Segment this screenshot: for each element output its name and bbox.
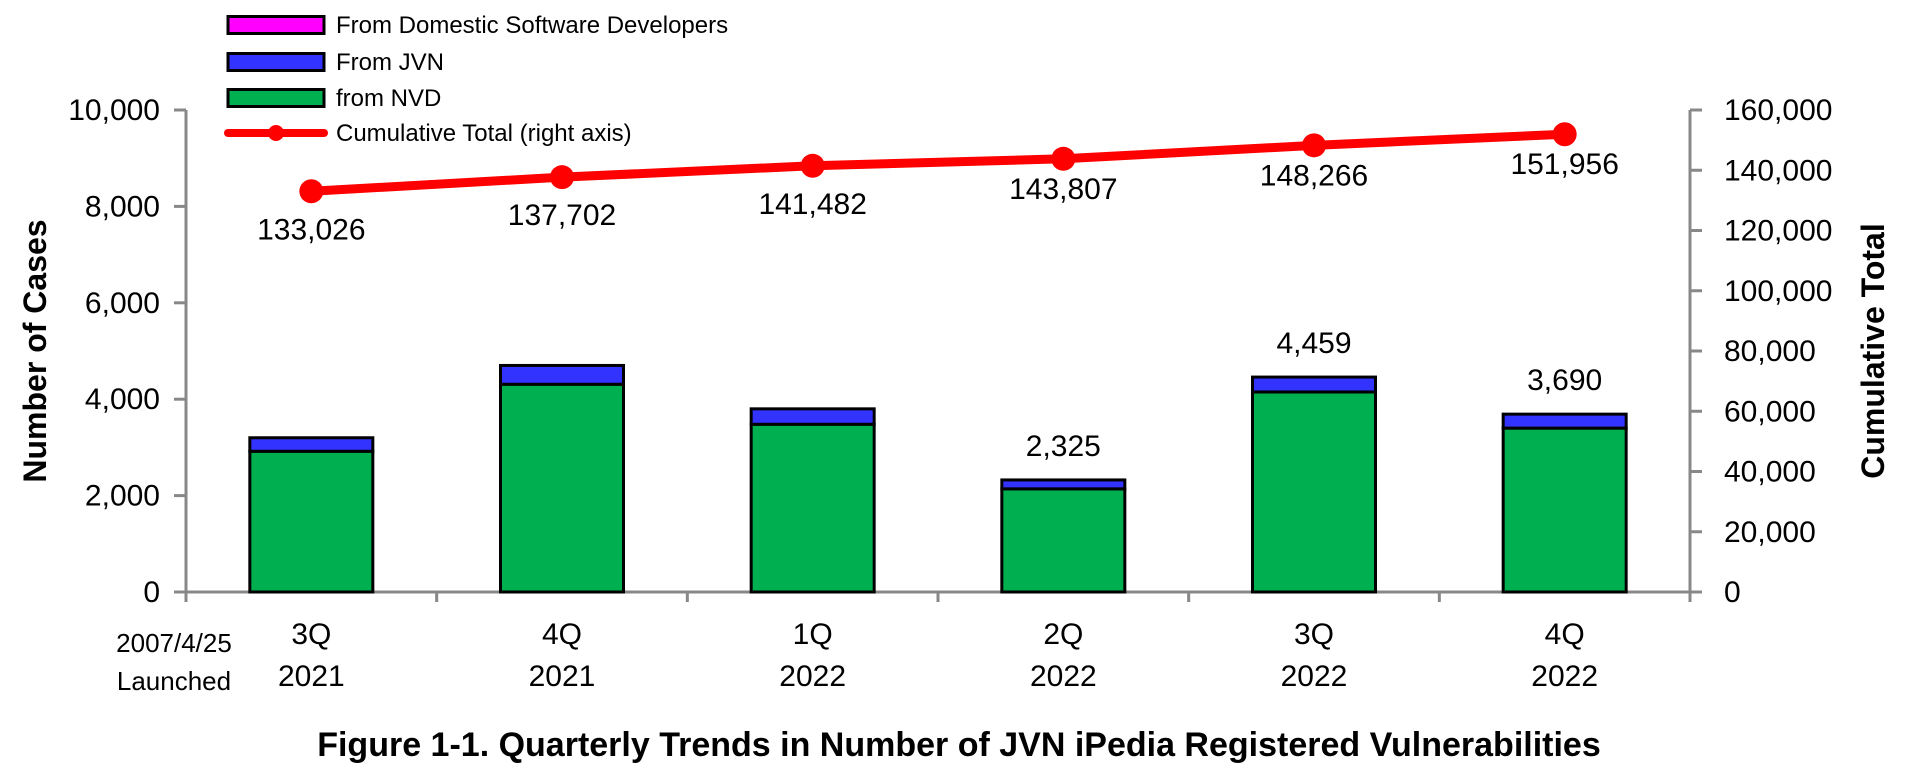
y2-tick-label: 80,000	[1724, 335, 1816, 368]
bar-segment	[1000, 487, 1127, 594]
bar-total-label: 2,325	[1026, 430, 1101, 463]
x-tick-label: 2Q	[1043, 618, 1083, 651]
x-prefix-label: 2007/4/25	[116, 628, 232, 658]
bar-segment	[749, 422, 876, 594]
cumulative-label: 148,266	[1260, 159, 1368, 192]
x-tick-label: 3Q	[1294, 618, 1334, 651]
y2-axis-title: Cumulative Total	[1855, 223, 1891, 478]
x-tick-label: 2021	[278, 660, 345, 693]
y2-tick-label: 100,000	[1724, 275, 1832, 308]
y-tick-label: 8,000	[85, 190, 160, 223]
legend-swatch	[226, 15, 326, 35]
bar-segment	[499, 382, 625, 594]
y2-tick-label: 60,000	[1724, 395, 1816, 428]
y-tick-label: 10,000	[68, 94, 160, 127]
bar-segment	[248, 449, 375, 594]
x-tick-label: 4Q	[1545, 618, 1585, 651]
bar-segment	[248, 436, 375, 453]
x-tick-label: 1Q	[793, 618, 833, 651]
cumulative-label: 143,807	[1009, 173, 1117, 206]
cumulative-line	[306, 129, 1570, 196]
cumulative-label: 137,702	[508, 199, 616, 232]
y-axis-title: Number of Cases	[17, 219, 53, 482]
y2-tick-label: 40,000	[1724, 456, 1816, 489]
cumulative-label: 133,026	[257, 213, 365, 246]
y2-tick-label: 20,000	[1724, 516, 1816, 549]
x-tick-label: 2022	[1281, 660, 1348, 693]
cumulative-point	[299, 179, 324, 204]
x-tick-label: 2022	[1531, 660, 1598, 693]
cumulative-point	[550, 165, 574, 190]
x-tick-label: 2022	[779, 660, 846, 693]
y-tick-label: 6,000	[85, 287, 160, 320]
bar-segment	[1501, 426, 1628, 594]
y2-tick-label: 160,000	[1724, 94, 1832, 127]
legend-label: From Domestic Software Developers	[336, 12, 728, 39]
y-tick-label: 2,000	[85, 480, 160, 513]
bar-segment	[499, 363, 625, 386]
legend-label: from NVD	[336, 85, 441, 112]
bar-total-label: 4,459	[1276, 327, 1351, 360]
bar-total-label: 3,690	[1527, 364, 1602, 397]
legend-swatch	[226, 88, 326, 108]
y-tick-label: 0	[143, 576, 160, 609]
cumulative-point	[1051, 146, 1076, 171]
legend-swatch-marker	[268, 125, 284, 141]
x-tick-label: 2021	[529, 660, 596, 693]
legend-label: Cumulative Total (right axis)	[336, 120, 632, 147]
bar-segment	[749, 407, 876, 426]
bar-segment	[1251, 375, 1377, 394]
x-tick-label: 4Q	[542, 618, 582, 651]
legend-swatch	[226, 52, 326, 72]
cumulative-point	[1552, 122, 1577, 147]
cumulative-label: 151,956	[1510, 148, 1618, 181]
y2-tick-label: 140,000	[1724, 154, 1832, 187]
bar-segment	[1501, 412, 1628, 430]
cumulative-point	[800, 153, 825, 178]
legend-label: From JVN	[336, 49, 444, 76]
bar-segment	[1000, 478, 1127, 491]
cumulative-point	[1302, 133, 1326, 158]
y2-tick-label: 120,000	[1724, 215, 1832, 248]
x-tick-label: 3Q	[291, 618, 331, 651]
x-prefix-label: Launched	[117, 666, 231, 696]
cumulative-label: 141,482	[758, 188, 866, 221]
x-tick-label: 2022	[1030, 660, 1097, 693]
bar-segment	[1251, 390, 1377, 594]
y2-tick-label: 0	[1724, 576, 1741, 609]
figure-caption: Figure 1-1. Quarterly Trends in Number o…	[317, 726, 1601, 764]
y-tick-label: 4,000	[85, 383, 160, 416]
